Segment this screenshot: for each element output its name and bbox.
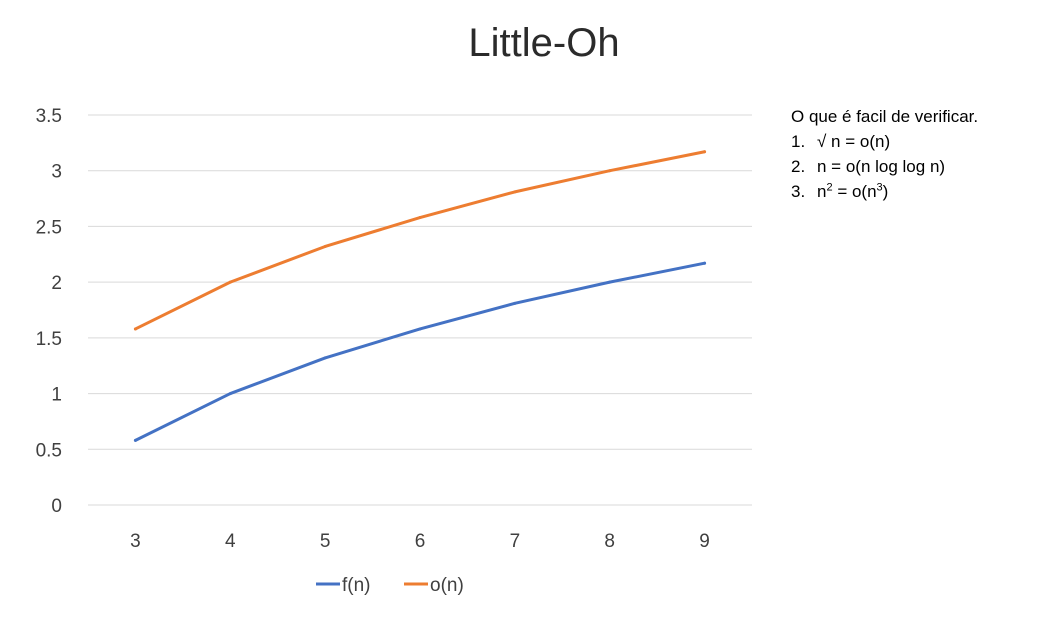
legend-label: o(n) [430, 575, 464, 596]
data-point [608, 169, 612, 173]
y-tick-label: 3.5 [36, 106, 62, 127]
x-tick-label: 8 [604, 531, 615, 552]
data-point [703, 150, 707, 154]
notes-item-base: n [817, 182, 827, 201]
data-point [608, 280, 612, 284]
y-tick-label: 0 [51, 496, 62, 517]
notes-item-exponent: 3 [876, 181, 883, 194]
y-axis-ticks: 0 0.5 1 1.5 2 2.5 3 3.5 [36, 106, 62, 517]
y-tick-label: 0.5 [36, 440, 62, 461]
series-line-o-n [133, 150, 707, 331]
data-point [323, 356, 327, 360]
notes-item-text: √ n = o(n) [817, 132, 891, 151]
data-point [228, 280, 232, 284]
notes-item-text: n2 = o(n3) [817, 179, 888, 204]
x-tick-label: 6 [415, 531, 426, 552]
series-line-f-n [133, 261, 707, 442]
notes-item-end: ) [882, 182, 889, 201]
data-point [418, 216, 422, 220]
x-tick-label: 3 [130, 531, 141, 552]
legend: f(n) o(n) [316, 575, 464, 596]
data-point [133, 438, 137, 442]
legend-label: f(n) [342, 575, 371, 596]
data-point [703, 261, 707, 265]
notes-list: 1. √ n = o(n) 2. n = o(n log log n) 3. n… [791, 129, 1041, 204]
data-point [323, 244, 327, 248]
gridlines [88, 114, 752, 506]
data-point [228, 392, 232, 396]
y-tick-label: 1 [51, 385, 62, 406]
x-tick-label: 7 [510, 531, 521, 552]
notes-panel: O que é facil de verificar. 1. √ n = o(n… [791, 104, 1041, 204]
y-tick-label: 2.5 [36, 217, 62, 238]
notes-item-middle: = o(n [832, 182, 877, 201]
x-tick-label: 4 [225, 531, 236, 552]
y-tick-label: 3 [51, 162, 62, 183]
chart-title: Little-Oh [468, 21, 619, 65]
data-point [133, 327, 137, 331]
x-axis-ticks: 3 4 5 6 7 8 9 [130, 531, 710, 552]
y-tick-label: 1.5 [36, 329, 62, 350]
series-lines [133, 150, 707, 442]
data-point [418, 327, 422, 331]
notes-item-number: 2. [791, 157, 806, 176]
notes-item-number: 1. [791, 132, 806, 151]
notes-item-exponent: 2 [826, 181, 833, 194]
notes-item-2: 2. n = o(n log log n) [791, 154, 1041, 179]
data-point [513, 190, 517, 194]
notes-heading: O que é facil de verificar. [791, 107, 979, 126]
notes-item-3: 3. n2 = o(n3) [791, 179, 1041, 204]
data-point [513, 301, 517, 305]
notes-item-number: 3. [791, 182, 806, 201]
x-tick-label: 9 [699, 531, 710, 552]
y-tick-label: 2 [51, 273, 62, 294]
notes-item-text: n = o(n log log n) [817, 157, 946, 176]
notes-item-1: 1. √ n = o(n) [791, 129, 1041, 154]
x-tick-label: 5 [320, 531, 331, 552]
